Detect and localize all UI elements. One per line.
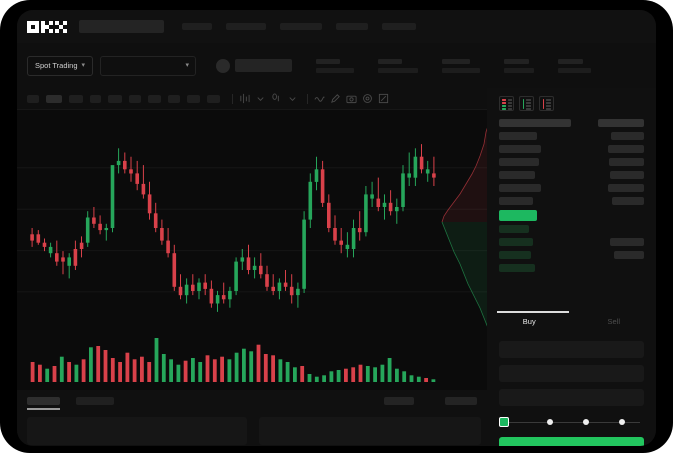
tab-sell[interactable]: Sell (607, 317, 620, 326)
order-amount-slider[interactable] (499, 416, 644, 428)
timeframe-9[interactable] (207, 94, 220, 103)
timeframe-0[interactable] (27, 94, 39, 103)
orderbook-bid-row[interactable] (487, 223, 656, 236)
timeframe-5[interactable] (129, 94, 141, 103)
slider-handle[interactable] (499, 417, 509, 427)
orderbook-view-toggles (487, 88, 656, 117)
top-navigation-bar (17, 10, 656, 43)
slider-stop-75[interactable] (619, 419, 626, 425)
order-side-tabs: Buy Sell (487, 311, 656, 333)
active-tab-underline (27, 408, 60, 410)
timeframe-4[interactable] (108, 94, 122, 103)
orderbook-bid-row[interactable] (487, 262, 656, 275)
orderbook-ask-row[interactable] (487, 195, 656, 208)
order-form (487, 333, 656, 406)
orderbook-ask-row[interactable] (487, 182, 656, 195)
ticker-bar: Spot Trading ▾ ▾ (17, 43, 656, 88)
timeframe-1[interactable] (46, 94, 62, 103)
search-input[interactable] (79, 20, 164, 33)
bottom-panel (17, 390, 487, 446)
timeframe-3[interactable] (90, 94, 101, 103)
market-type-dropdown[interactable]: Spot Trading ▾ (27, 55, 94, 76)
nav-item-0[interactable] (182, 23, 212, 30)
chevron-down-icon[interactable] (286, 92, 299, 105)
bottom-card-1[interactable] (259, 417, 481, 445)
nav-item-2[interactable] (280, 23, 322, 30)
last-price-value (235, 59, 293, 72)
settings-gear-icon[interactable] (361, 92, 374, 105)
pair-dropdown[interactable]: ▾ (100, 55, 197, 76)
nav-item-4[interactable] (382, 23, 416, 30)
slider-track (503, 421, 640, 423)
depth-chart-overlay (440, 110, 492, 338)
wave-indicator-icon[interactable] (313, 92, 326, 105)
order-total-input[interactable] (499, 389, 644, 406)
bottom-panel-cards (27, 417, 481, 445)
market-type-label: Spot Trading (35, 61, 78, 70)
orderbook-bid-row[interactable] (487, 249, 656, 262)
price-chart[interactable] (17, 110, 487, 390)
orderbook-both-icon[interactable] (499, 96, 514, 111)
indicators-icon[interactable] (270, 92, 283, 105)
orderbook-ask-row[interactable] (487, 130, 656, 143)
tab-buy[interactable]: Buy (522, 317, 536, 326)
camera-snapshot-icon[interactable] (345, 92, 358, 105)
timeframe-2[interactable] (69, 94, 83, 103)
nav-item-1[interactable] (226, 23, 266, 30)
chevron-down-icon[interactable] (254, 92, 267, 105)
orderbook-panel: Buy Sell (487, 88, 656, 446)
bottom-tab-1[interactable] (76, 397, 114, 405)
orderbook-asks-icon[interactable] (539, 96, 554, 111)
orderbook-ask-row[interactable] (487, 156, 656, 169)
slider-stop-25[interactable] (546, 419, 553, 425)
submit-order-button[interactable] (499, 437, 644, 446)
pencil-draw-icon[interactable] (329, 92, 342, 105)
bottom-card-0[interactable] (27, 417, 247, 445)
timeframe-7[interactable] (168, 94, 180, 103)
orderbook-bids-icon[interactable] (519, 96, 534, 111)
slider-stop-50[interactable] (583, 419, 590, 425)
avatar (216, 58, 231, 73)
stat-block-2 (442, 58, 481, 73)
stat-block-4 (558, 58, 592, 73)
depth-svg (441, 110, 492, 338)
order-amount-input[interactable] (499, 365, 644, 382)
nav-item-3[interactable] (336, 23, 368, 30)
orderbook-last-price-row[interactable] (487, 208, 656, 223)
bottom-tab-0[interactable] (27, 397, 60, 405)
orderbook-rows[interactable] (487, 117, 656, 307)
chevron-down-icon: ▾ (81, 62, 86, 69)
active-tab-underline (497, 311, 569, 313)
timeframe-8[interactable] (187, 94, 200, 103)
app-screen: Spot Trading ▾ ▾ (17, 10, 656, 446)
candlestick-chart-icon[interactable] (238, 92, 251, 105)
fullscreen-icon[interactable] (377, 92, 390, 105)
orderbook-ask-row[interactable] (487, 169, 656, 182)
okx-logo-icon[interactable] (27, 20, 67, 33)
chevron-down-icon: ▾ (185, 62, 190, 69)
candlestick-svg (17, 144, 487, 382)
orderbook-bid-row[interactable] (487, 236, 656, 249)
stat-block-3 (504, 58, 535, 73)
divider (232, 93, 233, 104)
bottom-action-0[interactable] (384, 397, 414, 405)
stat-block-1 (378, 58, 419, 73)
divider (307, 93, 308, 104)
stat-block-0 (316, 58, 355, 73)
orderbook-ask-row[interactable] (487, 143, 656, 156)
bottom-panel-tabs (17, 390, 487, 412)
timeframe-6[interactable] (148, 94, 161, 103)
orderbook-header-row (487, 117, 656, 130)
bottom-action-1[interactable] (445, 397, 477, 405)
order-price-input[interactable] (499, 341, 644, 358)
